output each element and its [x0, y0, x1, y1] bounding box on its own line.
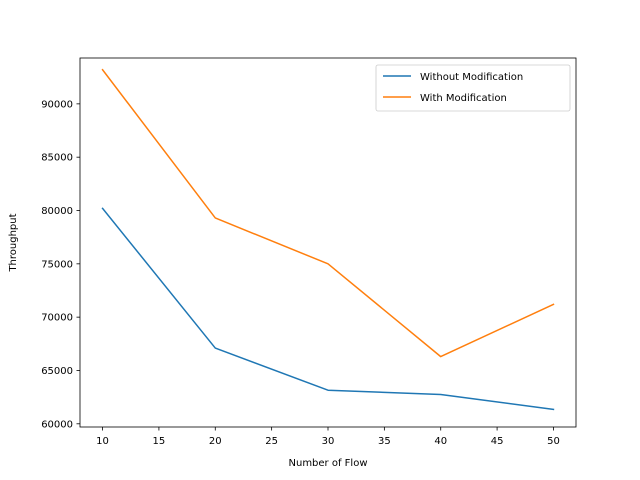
legend-label-2: With Modification: [420, 93, 507, 104]
x-tick-label: 40: [434, 436, 447, 447]
legend: Without Modification With Modification: [375, 64, 571, 112]
y-axis: 60000 65000 70000 75000 80000 85000 90000: [41, 99, 80, 430]
y-tick-label: 75000: [41, 259, 73, 270]
plot-area: [79, 57, 577, 428]
x-tick-label: 30: [322, 436, 335, 447]
x-tick-label: 15: [153, 436, 166, 447]
y-tick-label: 85000: [41, 153, 73, 164]
x-tick-label: 20: [209, 436, 222, 447]
legend-box: [375, 64, 571, 112]
series-line-2: [101, 68, 555, 358]
legend-label-1: Without Modification: [420, 72, 523, 83]
x-tick-label: 45: [491, 436, 504, 447]
x-tick-label: 10: [96, 436, 109, 447]
plot-frame: [79, 57, 577, 428]
y-tick-label: 65000: [41, 366, 73, 377]
x-axis: 10 15 20 25 30 35 40 45 50: [96, 427, 560, 447]
series-line-1: [101, 207, 555, 411]
y-tick-label: 90000: [41, 99, 73, 110]
x-tick-label: 50: [547, 436, 560, 447]
y-tick-label: 80000: [41, 206, 73, 217]
x-axis-label: Number of Flow: [289, 458, 368, 469]
series-layer: [101, 68, 555, 411]
x-tick-label: 25: [265, 436, 278, 447]
y-tick-label: 70000: [41, 313, 73, 324]
x-tick-label: 35: [378, 436, 391, 447]
y-axis-label: Throughput: [8, 213, 19, 272]
y-tick-label: 60000: [41, 419, 73, 430]
